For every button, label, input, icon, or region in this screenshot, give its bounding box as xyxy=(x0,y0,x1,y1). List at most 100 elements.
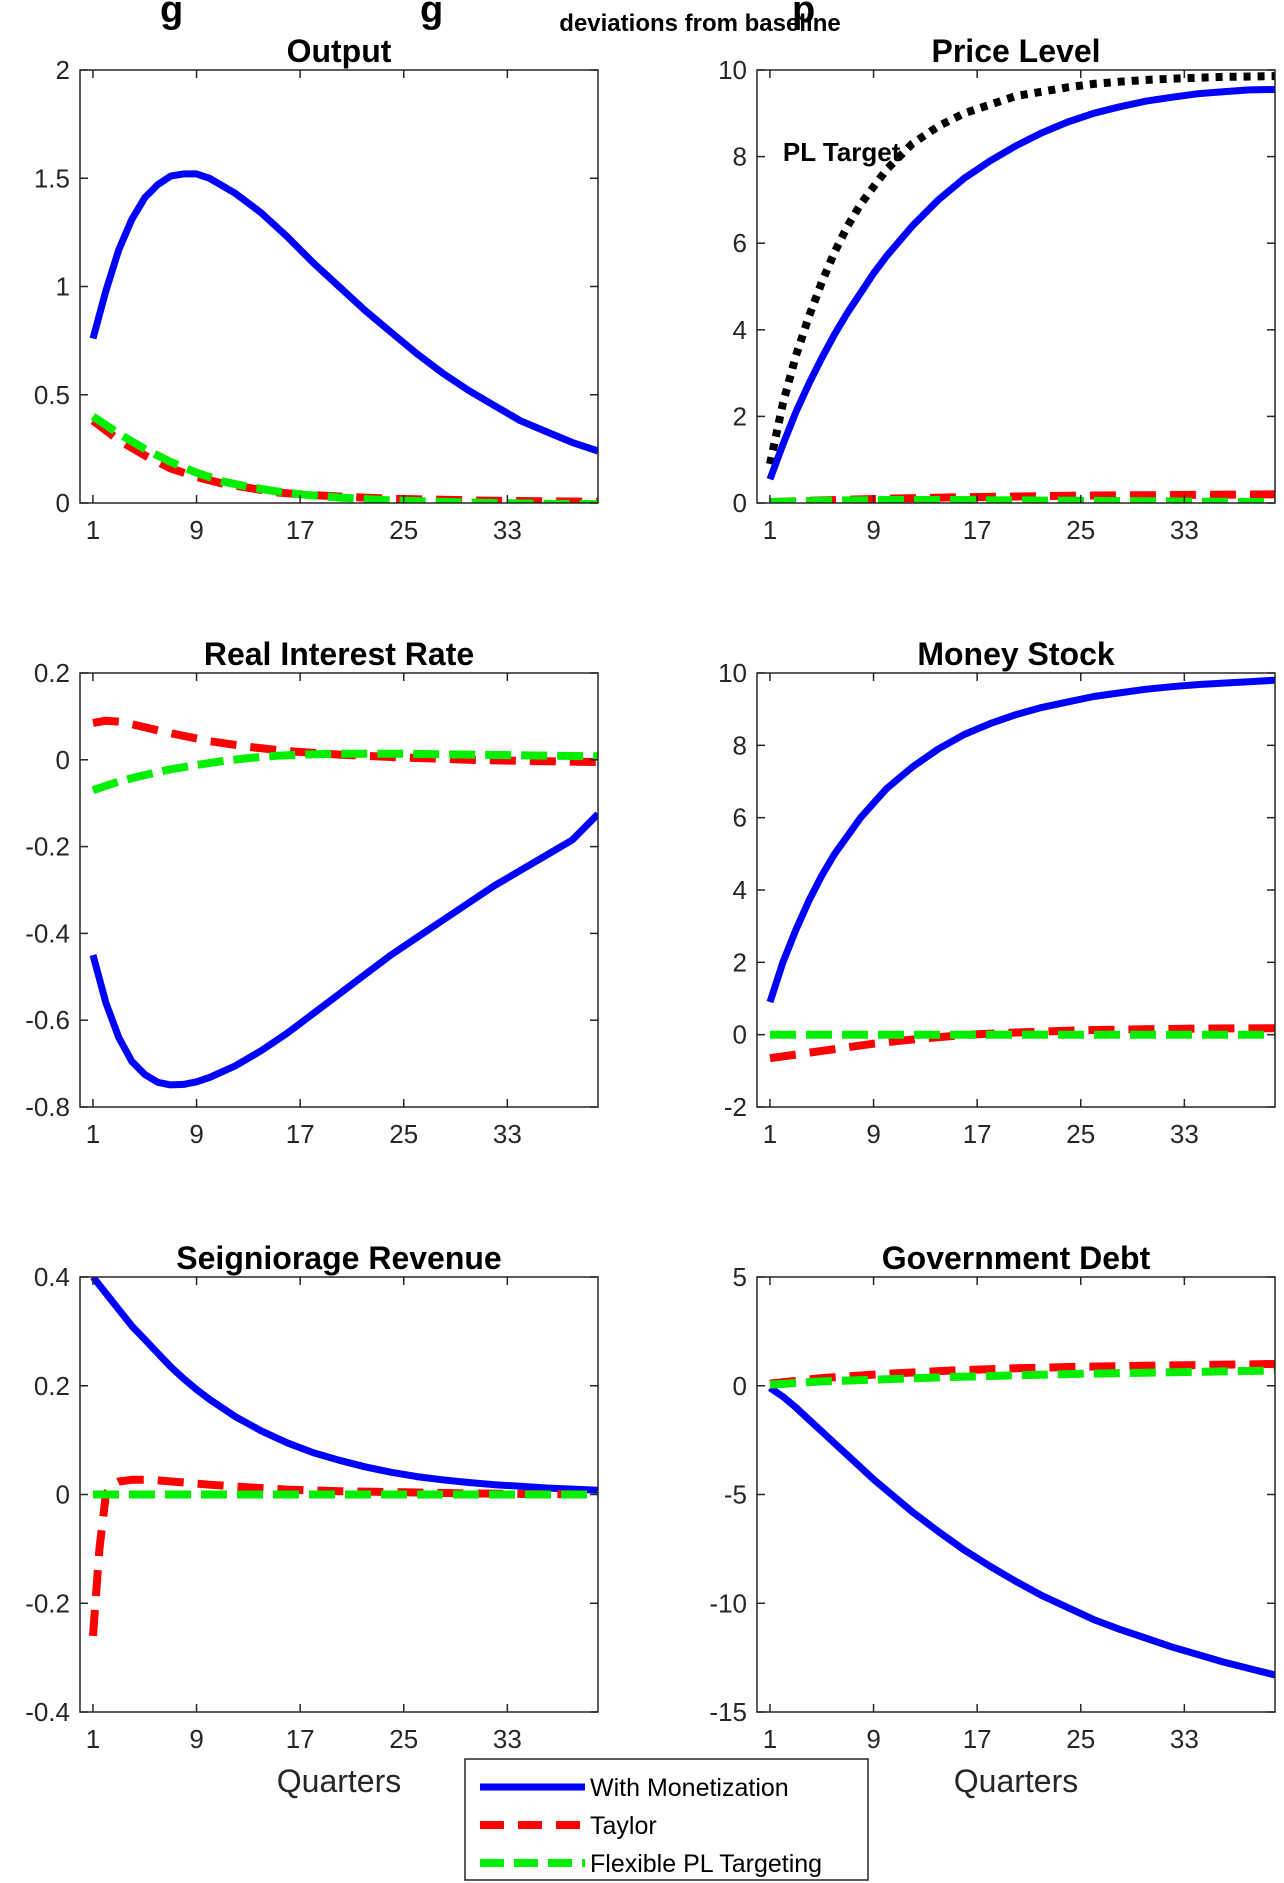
series-group xyxy=(89,716,598,1089)
panel-real-interest-rate: -0.8 -0.6 -0.4 -0.2 0 0.2 1 9 17 25 33 Real Interes… xyxy=(25,636,599,1149)
x-tick-label: 1 xyxy=(763,1724,777,1754)
panel-seigniorage-revenue: -0.4 -0.2 0 0.2 0.4 1 9 17 25 33 Seigniorage Reven… xyxy=(25,1240,599,1799)
panel-government-debt: -15 -10 -5 0 5 1 9 17 25 33 Government Debt Quarter… xyxy=(709,1240,1276,1799)
x-tick-label: 1 xyxy=(86,515,100,545)
x-tick-label: 33 xyxy=(1170,1724,1199,1754)
y-tick-label: -0.2 xyxy=(25,1588,70,1618)
series-line-with-monetization xyxy=(89,170,598,455)
y-tick-label: 2 xyxy=(733,947,747,977)
x-tick-label: 17 xyxy=(286,1724,315,1754)
legend-label-taylor: Taylor xyxy=(590,1812,657,1840)
series-line-with-monetization xyxy=(90,1277,598,1494)
series-group xyxy=(766,72,1275,503)
series-line-flexible-pl-targeting xyxy=(769,1366,1275,1389)
panel-title: Real Interest Rate xyxy=(204,636,474,672)
axes-box xyxy=(79,672,599,1108)
y-tick-label: -15 xyxy=(709,1697,747,1727)
x-axis-label: Quarters xyxy=(277,1763,401,1799)
x-tick-label: 25 xyxy=(1066,515,1095,545)
y-tick-label: 2 xyxy=(733,401,747,431)
plot-area xyxy=(757,70,1275,503)
panel-title: Money Stock xyxy=(917,636,1115,672)
x-tick-label: 25 xyxy=(1066,1724,1095,1754)
x-tick-label: 1 xyxy=(86,1119,100,1149)
y-tick-label: 0.2 xyxy=(34,1371,70,1401)
y-tick-label: 2 xyxy=(56,55,70,85)
figure-title-fragment-3: p xyxy=(792,0,815,31)
legend-label-flexible-pl-targeting: Flexible PL Targeting xyxy=(590,1850,822,1878)
legend-label-with-monetization: With Monetization xyxy=(590,1774,789,1802)
x-tick-label: 33 xyxy=(493,515,522,545)
plot-area xyxy=(757,673,1275,1107)
y-tick-label: -0.6 xyxy=(25,1005,70,1035)
panel-price-level: 0 2 4 6 8 10 1 9 17 25 33 Price Level PL Target xyxy=(718,33,1276,545)
y-tick-label: 0.5 xyxy=(34,380,70,410)
axes-box xyxy=(756,69,1276,504)
x-tick-label: 9 xyxy=(866,1119,880,1149)
x-tick-label: 1 xyxy=(763,1119,777,1149)
y-tick-label: 4 xyxy=(733,315,747,345)
y-tick-label: 0 xyxy=(733,488,747,518)
y-tick-label: 0.2 xyxy=(34,658,70,688)
x-tick-label: 17 xyxy=(286,515,315,545)
y-tick-label: 10 xyxy=(718,658,747,688)
y-tick-label: 1 xyxy=(56,272,70,302)
x-tick-label: 9 xyxy=(189,1724,203,1754)
figure-subtitle: deviations from baseline xyxy=(559,10,840,37)
y-tick-label: -0.4 xyxy=(25,1697,70,1727)
series-group xyxy=(766,676,1275,1063)
y-tick-label: -2 xyxy=(724,1092,747,1122)
series-group xyxy=(89,1277,598,1637)
figure-title-fragment-1: g xyxy=(160,0,183,31)
y-tick-label: 8 xyxy=(733,730,747,760)
y-tick-label: 8 xyxy=(733,142,747,172)
series-line-with-monetization xyxy=(768,1384,1275,1679)
x-tick-label: 25 xyxy=(389,1119,418,1149)
y-tick-label: 1.5 xyxy=(34,163,70,193)
series-group xyxy=(768,1360,1275,1679)
y-tick-label: 0.4 xyxy=(34,1262,70,1292)
y-tick-label: -5 xyxy=(724,1480,747,1510)
y-tick-label: 6 xyxy=(733,803,747,833)
x-tick-label: 25 xyxy=(1066,1119,1095,1149)
series-line-taylor xyxy=(89,1475,598,1637)
y-tick-label: 0 xyxy=(56,488,70,518)
y-tick-label: 10 xyxy=(718,55,747,85)
panel-title: Output xyxy=(287,33,392,69)
x-tick-label: 33 xyxy=(493,1724,522,1754)
x-tick-label: 33 xyxy=(493,1119,522,1149)
legend: With Monetization Taylor Flexible PL Tar… xyxy=(464,1758,869,1881)
x-axis-label: Quarters xyxy=(954,1763,1078,1799)
y-tick-label: -0.4 xyxy=(25,918,70,948)
panel-title: Price Level xyxy=(932,33,1101,69)
y-tick-label: 0 xyxy=(733,1371,747,1401)
x-tick-label: 9 xyxy=(866,515,880,545)
y-tick-label: 0 xyxy=(733,1020,747,1050)
x-tick-label: 25 xyxy=(389,515,418,545)
plot-area xyxy=(757,1277,1275,1712)
x-tick-label: 17 xyxy=(286,1119,315,1149)
x-tick-label: 9 xyxy=(189,515,203,545)
series-line-taylor xyxy=(769,1360,1275,1388)
y-tick-label: -0.8 xyxy=(25,1092,70,1122)
x-tick-label: 25 xyxy=(389,1724,418,1754)
x-tick-label: 1 xyxy=(86,1724,100,1754)
annotation-pl-target: PL Target xyxy=(783,137,901,167)
x-tick-label: 33 xyxy=(1170,1119,1199,1149)
panel-title: Seigniorage Revenue xyxy=(176,1240,501,1276)
x-tick-label: 17 xyxy=(963,515,992,545)
x-tick-label: 9 xyxy=(866,1724,880,1754)
figure-title-fragment-2: g xyxy=(420,0,443,31)
x-tick-label: 9 xyxy=(189,1119,203,1149)
series-line-with-monetization xyxy=(766,86,1275,481)
series-line-flexible-pl-targeting xyxy=(91,749,598,794)
plot-area xyxy=(80,673,598,1107)
x-tick-label: 17 xyxy=(963,1724,992,1754)
y-tick-label: 6 xyxy=(733,228,747,258)
series-line-taylor xyxy=(769,490,1275,503)
y-tick-label: 5 xyxy=(733,1262,747,1292)
y-tick-label: 4 xyxy=(733,875,747,905)
y-tick-label: -0.2 xyxy=(25,832,70,862)
